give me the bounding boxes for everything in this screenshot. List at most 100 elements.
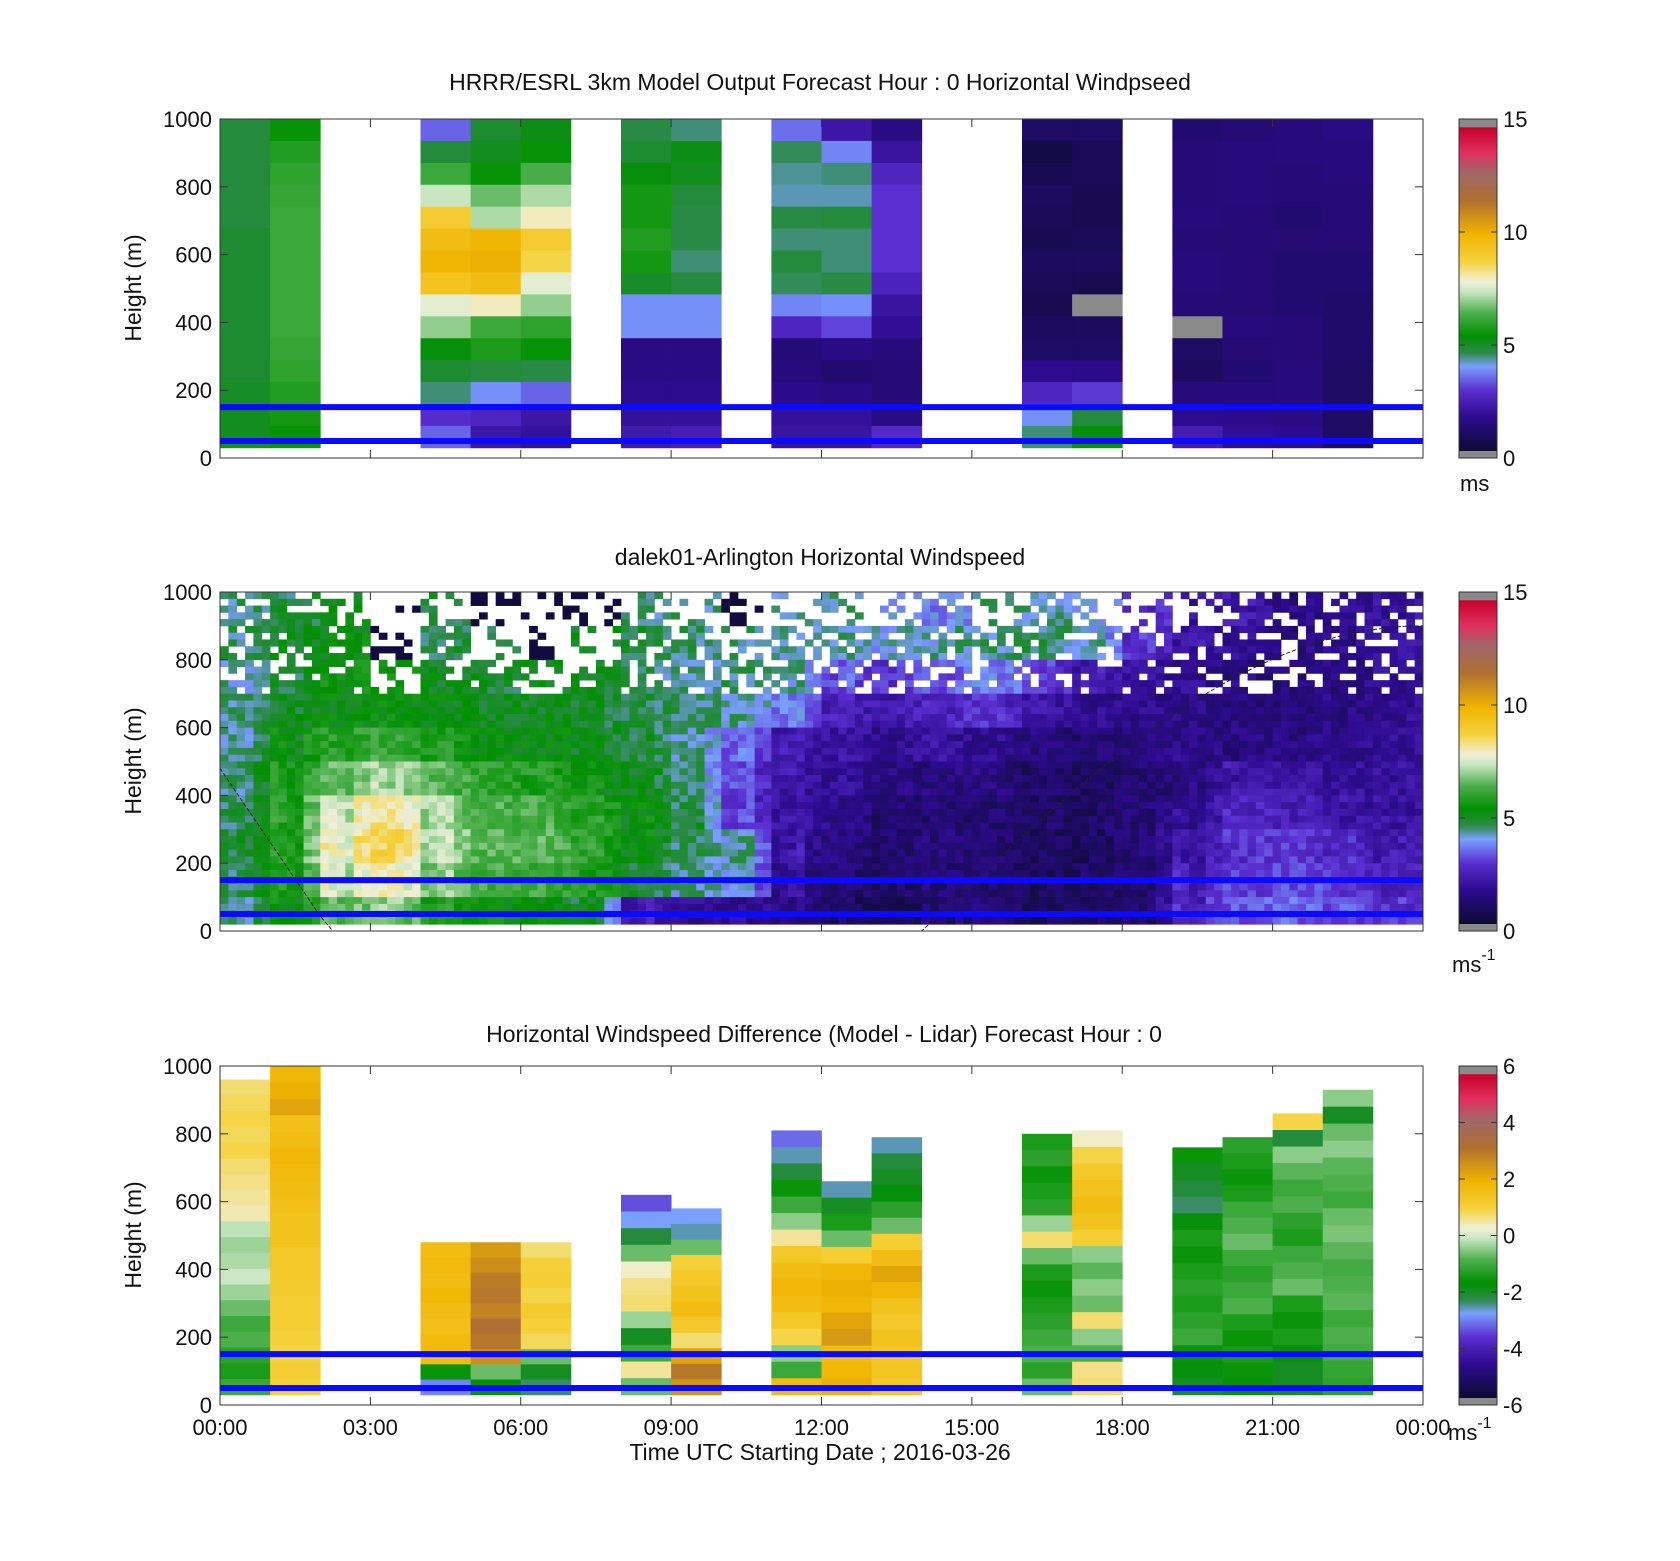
heatmap-cell <box>821 707 831 715</box>
heatmap-cell <box>1022 294 1073 317</box>
heatmap-cell <box>437 788 446 796</box>
heatmap-cell <box>771 294 822 317</box>
heatmap-cell <box>570 856 580 864</box>
heatmap-cell <box>621 734 630 742</box>
heatmap-cell <box>470 619 480 627</box>
heatmap-cell <box>336 686 346 695</box>
heatmap-cell <box>1406 781 1416 790</box>
heatmap-cell <box>1339 768 1349 776</box>
heatmap-cell <box>1364 646 1374 654</box>
heatmap-cell <box>1005 653 1015 661</box>
heatmap-cell <box>846 775 856 783</box>
heatmap-cell <box>771 849 781 857</box>
heatmap-cell <box>295 842 304 851</box>
heatmap-cell <box>420 382 472 405</box>
heatmap-cell <box>1138 754 1148 762</box>
heatmap-cell <box>420 659 430 667</box>
heatmap-cell <box>220 294 271 317</box>
heatmap-cell <box>971 836 981 844</box>
heatmap-cell <box>629 734 639 742</box>
heatmap-cell <box>930 700 939 708</box>
heatmap-cell <box>1097 680 1106 688</box>
heatmap-cell <box>545 768 555 776</box>
heatmap-cell <box>1063 754 1073 762</box>
heatmap-cell <box>412 788 421 796</box>
heatmap-cell <box>1297 605 1307 613</box>
heatmap-cell <box>1372 761 1382 769</box>
heatmap-cell <box>896 727 906 735</box>
heatmap-cell <box>1331 639 1340 647</box>
heatmap-cell <box>1030 775 1040 783</box>
heatmap-cell <box>646 734 655 742</box>
heatmap-cell <box>579 849 588 857</box>
heatmap-cell <box>1364 714 1374 722</box>
heatmap-cell <box>1314 815 1324 823</box>
heatmap-cell <box>654 741 664 749</box>
heatmap-cell <box>1155 815 1165 823</box>
heatmap-cell <box>445 632 455 640</box>
heatmap-cell <box>1306 781 1315 790</box>
heatmap-cell <box>988 808 998 817</box>
heatmap-cell <box>504 768 513 776</box>
heatmap-cell <box>988 734 998 742</box>
heatmap-cell <box>387 754 396 762</box>
heatmap-cell <box>679 836 689 844</box>
heatmap-cell <box>295 795 304 803</box>
heatmap-cell <box>520 781 530 790</box>
heatmap-cell <box>362 666 371 674</box>
heatmap-cell <box>1222 666 1232 674</box>
heatmap-cell <box>1189 598 1198 606</box>
heatmap-cell <box>871 808 881 817</box>
heatmap-cell <box>470 162 522 186</box>
heatmap-cell <box>988 693 998 701</box>
heatmap-cell <box>286 666 296 674</box>
heatmap-cell <box>1080 700 1090 708</box>
heatmap-cell <box>1038 646 1048 654</box>
heatmap-cell <box>579 720 588 728</box>
heatmap-cell <box>1255 727 1265 735</box>
heatmap-cell <box>520 734 530 742</box>
heatmap-cell <box>295 714 304 722</box>
heatmap-cell <box>679 768 689 776</box>
heatmap-cell <box>520 612 530 620</box>
heatmap-cell <box>1414 592 1424 600</box>
heatmap-cell <box>336 693 346 701</box>
heatmap-cell <box>796 754 806 762</box>
heatmap-cell <box>629 842 639 851</box>
heatmap-cell <box>871 747 881 756</box>
heatmap-cell <box>921 856 931 864</box>
heatmap-cell <box>671 714 680 722</box>
heatmap-cell <box>1005 829 1015 837</box>
heatmap-cell <box>520 802 530 810</box>
heatmap-cell <box>1339 734 1349 742</box>
heatmap-cell <box>988 822 998 830</box>
heatmap-cell <box>1322 625 1332 634</box>
heatmap-cell <box>930 625 939 634</box>
heatmap-cell <box>1322 272 1374 295</box>
heatmap-cell <box>570 693 580 701</box>
heatmap-cell <box>1063 625 1073 634</box>
heatmap-cell <box>1255 788 1265 796</box>
heatmap-cell <box>1055 815 1065 823</box>
heatmap-cell <box>646 619 655 627</box>
heatmap-cell <box>896 639 906 647</box>
heatmap-cell <box>879 775 889 783</box>
heatmap-cell <box>236 598 246 606</box>
heatmap-cell <box>395 659 405 667</box>
heatmap-cell <box>604 822 614 830</box>
heatmap-cell <box>813 849 822 857</box>
heatmap-cell <box>1063 822 1073 830</box>
heatmap-cell <box>1130 815 1140 823</box>
heatmap-cell <box>729 815 739 823</box>
heatmap-cell <box>1030 842 1040 851</box>
heatmap-cell <box>220 659 229 667</box>
heatmap-cell <box>1122 632 1132 640</box>
heatmap-cell <box>687 829 697 837</box>
heatmap-cell <box>646 605 655 613</box>
heatmap-cell <box>1389 680 1399 688</box>
heatmap-cell <box>679 727 689 735</box>
heatmap-cell <box>955 625 964 634</box>
heatmap-cell <box>1147 822 1157 830</box>
heatmap-cell <box>1306 639 1315 647</box>
heatmap-cell <box>988 714 998 722</box>
